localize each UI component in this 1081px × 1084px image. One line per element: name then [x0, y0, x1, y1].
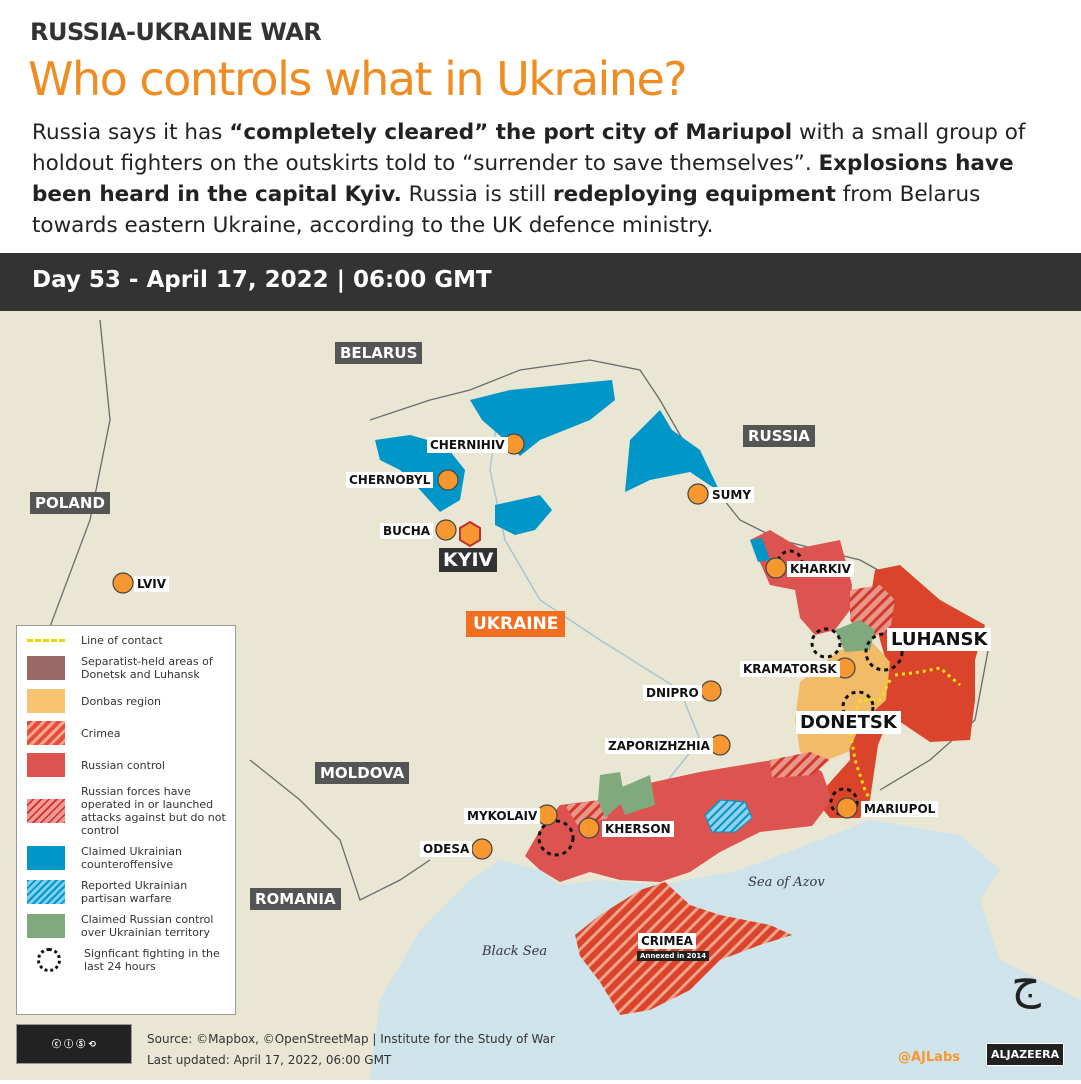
- city-label: KHARKIV: [787, 561, 854, 577]
- page-title: Who controls what in Ukraine?: [28, 52, 688, 106]
- legend-item: Russian control: [27, 753, 235, 777]
- ajlabs-handle: @AJLabs: [898, 1050, 960, 1065]
- country-label-belarus: BELARUS: [335, 342, 423, 364]
- legend-item: Reported Ukrainian partisan warfare: [27, 879, 235, 905]
- desc-text: with a small group of holdout fighters o…: [32, 120, 1026, 176]
- sea-label-azov: Sea of Azov: [748, 875, 825, 890]
- legend-item: Signficant fighting in the last 24 hours: [27, 947, 235, 973]
- kicker: RUSSIA-UKRAINE WAR: [30, 18, 322, 46]
- day-bar: Day 53 - April 17, 2022 | 06:00 GMT: [0, 253, 1081, 311]
- legend-swatch: [27, 656, 65, 680]
- legend-item: Line of contact: [27, 634, 235, 647]
- river-line: [489, 399, 701, 811]
- legend: Line of contact Separatist-held areas of…: [16, 625, 236, 1015]
- region-label-donetsk: DONETSK: [796, 711, 901, 734]
- city-label: ODESA: [420, 841, 473, 857]
- country-label-moldova: MOLDOVA: [315, 762, 410, 784]
- country-label-romania: ROMANIA: [250, 888, 341, 910]
- city-label: SUMY: [709, 487, 755, 503]
- legend-item: Claimed Russian control over Ukrainian t…: [27, 913, 235, 939]
- legend-label: Claimed Russian control over Ukrainian t…: [81, 913, 214, 939]
- city-label: CHERNIHIV: [427, 437, 508, 453]
- legend-swatch: [27, 846, 65, 870]
- city-markers: [112, 433, 858, 860]
- aljazeera-logo-icon: ج: [1011, 955, 1041, 1009]
- legend-swatch: [27, 639, 65, 642]
- legend-swatch: [27, 914, 65, 938]
- legend-item: Russian forces have operated in or launc…: [27, 785, 235, 837]
- country-label-ukraine: UKRAINE: [466, 611, 566, 637]
- legend-label: Donbas region: [81, 694, 161, 708]
- legend-swatch: [27, 799, 65, 823]
- country-label-poland: POLAND: [30, 492, 110, 514]
- legend-swatch: [27, 689, 65, 713]
- source-text: Source: ©Mapbox, ©OpenStreetMap | Instit…: [147, 1032, 555, 1046]
- legend-label: Line of contact: [81, 634, 163, 647]
- legend-label: Russian forces have operated in or launc…: [81, 785, 226, 837]
- area-counteroffensive: [375, 380, 770, 562]
- city-label: KHERSON: [602, 821, 674, 837]
- area-russian-control-south: [525, 756, 832, 882]
- area-claimed-russian: [598, 620, 875, 818]
- desc-bold: redeploying equipment: [553, 182, 836, 207]
- legend-label: Russian control: [81, 758, 165, 772]
- cc-by-nc-sa-icon: ⓒ ⓘ Ⓢ ⟲: [16, 1024, 132, 1064]
- legend-swatch: [27, 753, 65, 777]
- desc-text: from Belarus towards eastern Ukraine, ac…: [32, 182, 981, 238]
- legend-label: Crimea: [81, 726, 121, 740]
- desc-bold: “completely cleared” the port city of Ma…: [229, 120, 793, 145]
- region-label-crimea: CRIMEA: [638, 933, 696, 949]
- city-label: ZAPORIZHZHIA: [605, 738, 713, 754]
- city-label: MYKOLAIV: [464, 808, 541, 824]
- city-label: CHERNOBYL: [346, 472, 434, 488]
- description: Russia says it has “completely cleared” …: [32, 117, 1052, 241]
- region-label-luhansk: LUHANSK: [887, 628, 992, 651]
- legend-swatch: [27, 880, 65, 904]
- legend-swatch: [27, 721, 65, 745]
- city-label: MARIUPOL: [861, 801, 939, 817]
- legend-item: Donbas region: [27, 689, 235, 713]
- legend-item: Claimed Ukrainian counteroffensive: [27, 845, 235, 871]
- updated-text: Last updated: April 17, 2022, 06:00 GMT: [147, 1053, 392, 1067]
- capital-label-kyiv: KYIV: [439, 548, 498, 572]
- area-attacked-not-controlled: [565, 585, 895, 826]
- legend-item: Separatist-held areas of Donetsk and Luh…: [27, 655, 235, 681]
- crimea-annexed-note: Annexed in 2014: [637, 951, 710, 961]
- area-partisan: [704, 799, 753, 833]
- city-label: KRAMATORSK: [740, 661, 840, 677]
- sea-label-black: Black Sea: [482, 944, 548, 959]
- fighting-circle-icon: [37, 948, 61, 972]
- area-russian-control-kharkiv: [750, 530, 852, 635]
- city-label: LVIV: [134, 576, 170, 592]
- desc-text: Russia says it has: [32, 120, 230, 145]
- legend-item: Crimea: [27, 721, 235, 745]
- city-label: BUCHA: [380, 523, 434, 539]
- city-label: DNIPRO: [643, 685, 702, 701]
- desc-text: Russia is still: [401, 182, 554, 207]
- line-of-contact: [848, 666, 961, 801]
- legend-label: Signficant fighting in the last 24 hours: [84, 947, 220, 973]
- desc-bold: Explosions have been heard in the capita…: [32, 151, 1014, 207]
- legend-label: Reported Ukrainian partisan warfare: [81, 879, 188, 905]
- country-label-russia: RUSSIA: [743, 425, 815, 447]
- aljazeera-brand: ALJAZEERA: [986, 1043, 1065, 1066]
- legend-label: Claimed Ukrainian counteroffensive: [81, 845, 182, 871]
- legend-label: Separatist-held areas of Donetsk and Luh…: [81, 655, 213, 681]
